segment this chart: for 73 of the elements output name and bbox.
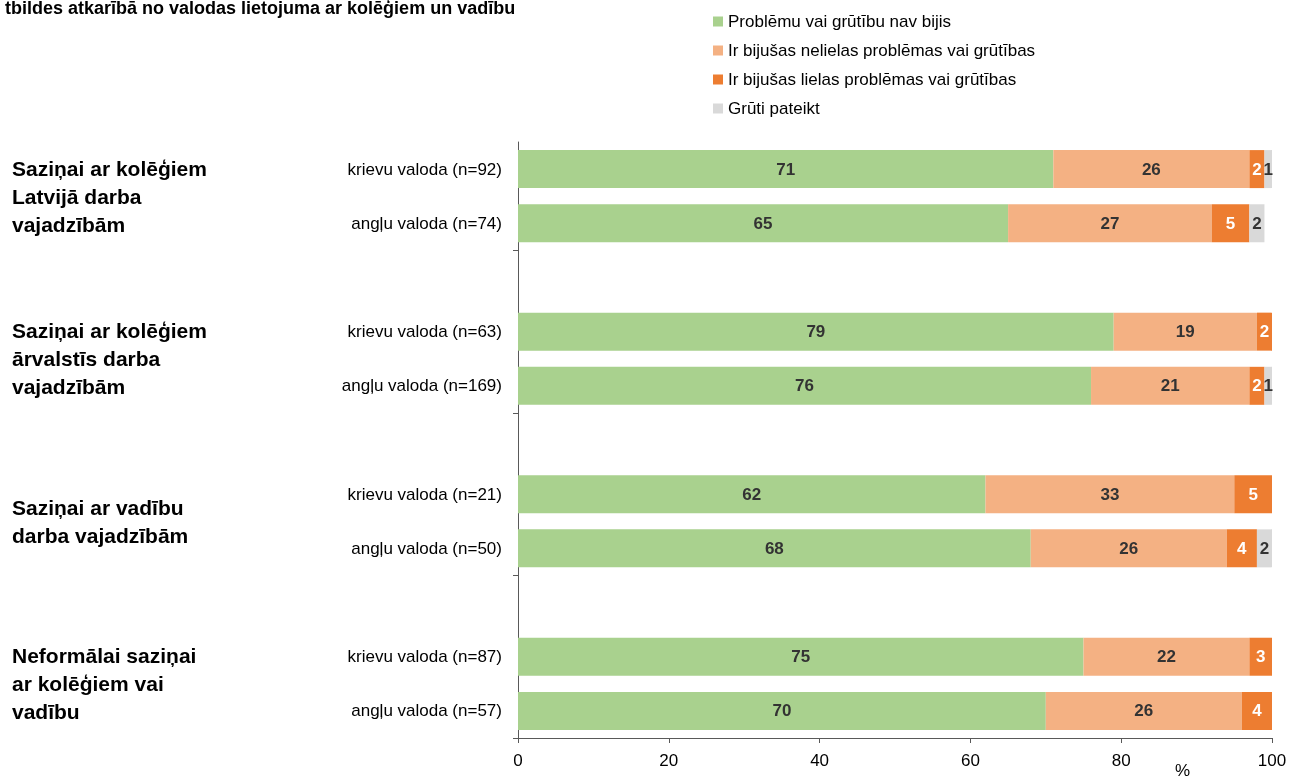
data-label: 5 (1225, 213, 1236, 233)
data-label: 68 (764, 538, 784, 558)
bar (1045, 691, 1242, 730)
data-label: 76 (795, 376, 814, 396)
y-tick-label: krievu valoda (n=63) (347, 322, 502, 342)
legend-label: Problēmu vai grūtību nav bijis (728, 12, 952, 31)
bar (518, 366, 1092, 405)
data-label: 33 (1100, 484, 1120, 504)
data-label: 26 (1119, 538, 1139, 558)
bar (1008, 204, 1212, 243)
data-label: 2 (1252, 159, 1262, 179)
text: Saziņai ar vadību darba vajadzībām (12, 495, 189, 547)
x-axis-title: % (1175, 761, 1191, 780)
y-tick-label: angļu valoda (n=74) (351, 213, 502, 233)
data-label: 2 (1259, 322, 1270, 342)
x-tick-label: 40 (810, 751, 830, 770)
bar (1091, 366, 1250, 405)
bar (1234, 475, 1272, 514)
bar (1083, 637, 1250, 676)
y-tick-label: angļu valoda (n=57) (351, 701, 502, 721)
x-tick-label: 80 (1111, 751, 1131, 770)
legend-label: Ir bijušas nelielas problēmas vai grūtības (728, 41, 1036, 60)
data-label: 2 (1252, 376, 1262, 396)
x-tick-label: 20 (659, 751, 679, 770)
data-label: 26 (1134, 701, 1154, 721)
bar (518, 204, 1009, 243)
data-label: 27 (1100, 213, 1120, 233)
data-label: 2 (1259, 538, 1270, 558)
data-label: 2 (1252, 213, 1262, 233)
text: tbildes atkarībā no valodas lietojuma ar kolēģiem un vadību (5, 0, 516, 18)
bar (518, 475, 986, 514)
bar (1113, 312, 1257, 351)
data-label: 70 (772, 701, 792, 721)
legend-label: Grūti pateikt (728, 99, 820, 118)
data-label: 4 (1252, 701, 1263, 721)
bar (1030, 529, 1227, 568)
data-label: 19 (1175, 322, 1195, 342)
data-label: 79 (806, 322, 826, 342)
data-label: 22 (1156, 647, 1176, 667)
bar (518, 150, 1054, 189)
data-label: 75 (791, 647, 811, 667)
y-tick-label: krievu valoda (n=21) (347, 484, 502, 504)
bar (518, 691, 1046, 730)
data-label: 5 (1248, 484, 1258, 504)
y-tick-label: krievu valoda (n=92) (347, 159, 502, 179)
data-label: 21 (1160, 376, 1180, 396)
bar (1226, 529, 1257, 568)
bar (1241, 691, 1272, 730)
legend-label: Ir bijušas lielas problēmas vai grūtības (728, 70, 1017, 89)
bar (518, 637, 1084, 676)
bar (1053, 150, 1250, 189)
x-tick-label: 0 (513, 751, 523, 770)
data-label: 4 (1237, 538, 1248, 558)
text: Neformālai saziņai ar kolēģiem vai vadību (12, 644, 197, 724)
bar (518, 529, 1031, 568)
x-tick-label: 100 (1257, 751, 1287, 770)
data-label: 62 (742, 484, 762, 504)
x-tick-label: 60 (960, 751, 980, 770)
bar (518, 312, 1114, 351)
y-tick-label: angļu valoda (n=169) (341, 376, 502, 396)
text: Saziņai ar kolēģiem ārvalstīs darba vajadzībām (12, 319, 207, 399)
y-tick-label: angļu valoda (n=50) (351, 538, 502, 558)
data-label: 3 (1255, 647, 1266, 667)
y-tick-label: krievu valoda (n=87) (347, 647, 502, 667)
text: Saziņai ar kolēģiem Latvijā darba vajadzībām (12, 156, 207, 236)
data-label: 1 (1263, 376, 1273, 396)
data-label: 65 (753, 213, 773, 233)
bar (1211, 204, 1250, 243)
bar (1249, 637, 1272, 676)
data-label: 1 (1263, 159, 1273, 179)
bar (985, 475, 1235, 514)
data-label: 71 (776, 159, 796, 179)
data-label: 26 (1141, 159, 1161, 179)
